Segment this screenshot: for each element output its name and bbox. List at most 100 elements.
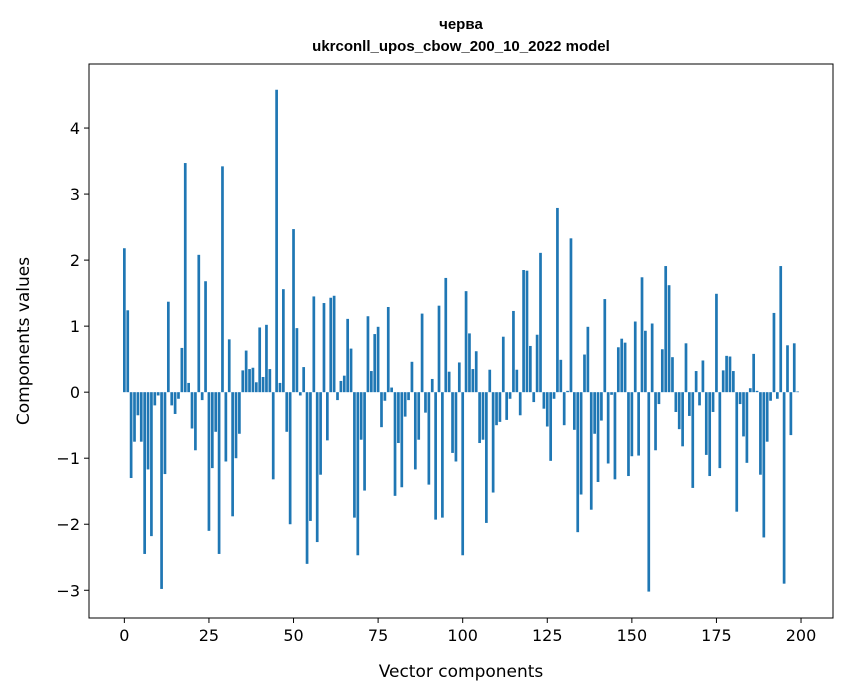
bar-23 [200, 392, 204, 401]
bar-103 [471, 369, 475, 393]
bar-196 [786, 345, 789, 393]
bar-157 [654, 392, 657, 451]
bar-136 [583, 354, 586, 393]
bar-181 [735, 392, 739, 512]
bar-91 [430, 378, 434, 393]
bar-51 [295, 328, 299, 393]
bar-124 [542, 392, 546, 409]
bar-61 [329, 297, 333, 393]
bar-184 [745, 392, 749, 463]
bar-93 [437, 305, 441, 393]
bar-63 [336, 392, 339, 401]
bar-171 [701, 360, 705, 393]
bar-177 [721, 370, 725, 393]
bar-191 [769, 392, 772, 401]
bar-164 [677, 392, 681, 430]
bar-189 [762, 392, 766, 538]
bar-179 [728, 356, 732, 393]
bar-199 [796, 391, 799, 393]
bars-group [123, 89, 799, 592]
bar-187 [755, 390, 759, 393]
bar-67 [349, 348, 353, 393]
bar-54 [305, 392, 309, 564]
bar-75 [376, 326, 380, 393]
bar-155 [647, 392, 651, 592]
bar-161 [667, 285, 671, 393]
y-tick-label: 0 [70, 383, 80, 402]
bar-192 [772, 312, 776, 393]
bar-7 [146, 392, 150, 470]
bar-16 [177, 392, 180, 399]
bar-59 [322, 303, 326, 393]
bar-151 [633, 321, 637, 393]
bar-163 [674, 392, 678, 412]
bar-26 [210, 392, 214, 469]
bar-46 [278, 382, 282, 393]
chart-title: червa [439, 16, 483, 33]
bar-147 [620, 338, 624, 393]
bar-142 [603, 299, 607, 393]
bar-132 [569, 238, 573, 393]
bar-60 [326, 392, 329, 441]
bar-72 [366, 316, 370, 393]
bar-178 [725, 355, 728, 393]
bar-36 [244, 350, 248, 393]
bar-47 [282, 289, 285, 393]
bar-95 [444, 277, 448, 393]
bar-22 [197, 254, 201, 393]
bar-105 [478, 392, 481, 444]
bar-170 [698, 392, 701, 406]
bar-21 [194, 392, 197, 451]
bar-153 [640, 277, 644, 393]
bar-127 [552, 392, 556, 399]
x-tick-label: 100 [447, 626, 478, 645]
bar-134 [576, 392, 580, 533]
bar-113 [505, 392, 509, 420]
bar-99 [457, 362, 461, 393]
bar-188 [759, 392, 762, 475]
bar-81 [397, 392, 400, 444]
bar-15 [173, 392, 177, 414]
bar-5 [139, 392, 143, 442]
bar-106 [481, 392, 485, 440]
bar-4 [136, 392, 140, 416]
bar-89 [424, 392, 427, 413]
bar-70 [359, 392, 363, 440]
bar-119 [525, 270, 529, 393]
bar-145 [613, 392, 617, 480]
bar-57 [315, 392, 319, 543]
bar-27 [214, 392, 218, 432]
bar-34 [238, 392, 241, 434]
bar-14 [170, 392, 174, 406]
bar-45 [275, 89, 278, 393]
bar-141 [600, 392, 603, 421]
bar-58 [319, 392, 322, 475]
bar-180 [732, 371, 735, 393]
bar-12 [163, 392, 167, 475]
x-axis: 0 25 50 75 100 125 150 175 200 [119, 618, 816, 645]
bar-143 [606, 392, 610, 464]
bar-10 [156, 392, 160, 396]
bar-0 [123, 248, 126, 393]
bar-111 [498, 392, 502, 422]
bar-17 [180, 347, 184, 393]
bar-158 [657, 392, 661, 405]
bar-112 [501, 336, 505, 393]
bar-114 [508, 392, 512, 399]
bar-162 [671, 357, 674, 393]
x-tick-label: 125 [532, 626, 563, 645]
x-tick-label: 25 [199, 626, 219, 645]
bar-128 [556, 207, 559, 393]
plot-frame [88, 63, 834, 619]
bar-98 [454, 392, 458, 462]
bar-88 [420, 313, 424, 393]
bar-186 [752, 353, 756, 393]
bar-140 [596, 392, 600, 482]
bar-85 [410, 361, 414, 393]
bar-31 [227, 339, 231, 393]
bar-38 [251, 367, 255, 393]
bar-71 [363, 392, 366, 491]
bar-126 [549, 392, 553, 461]
bar-131 [566, 390, 569, 393]
x-tick-label: 50 [283, 626, 303, 645]
